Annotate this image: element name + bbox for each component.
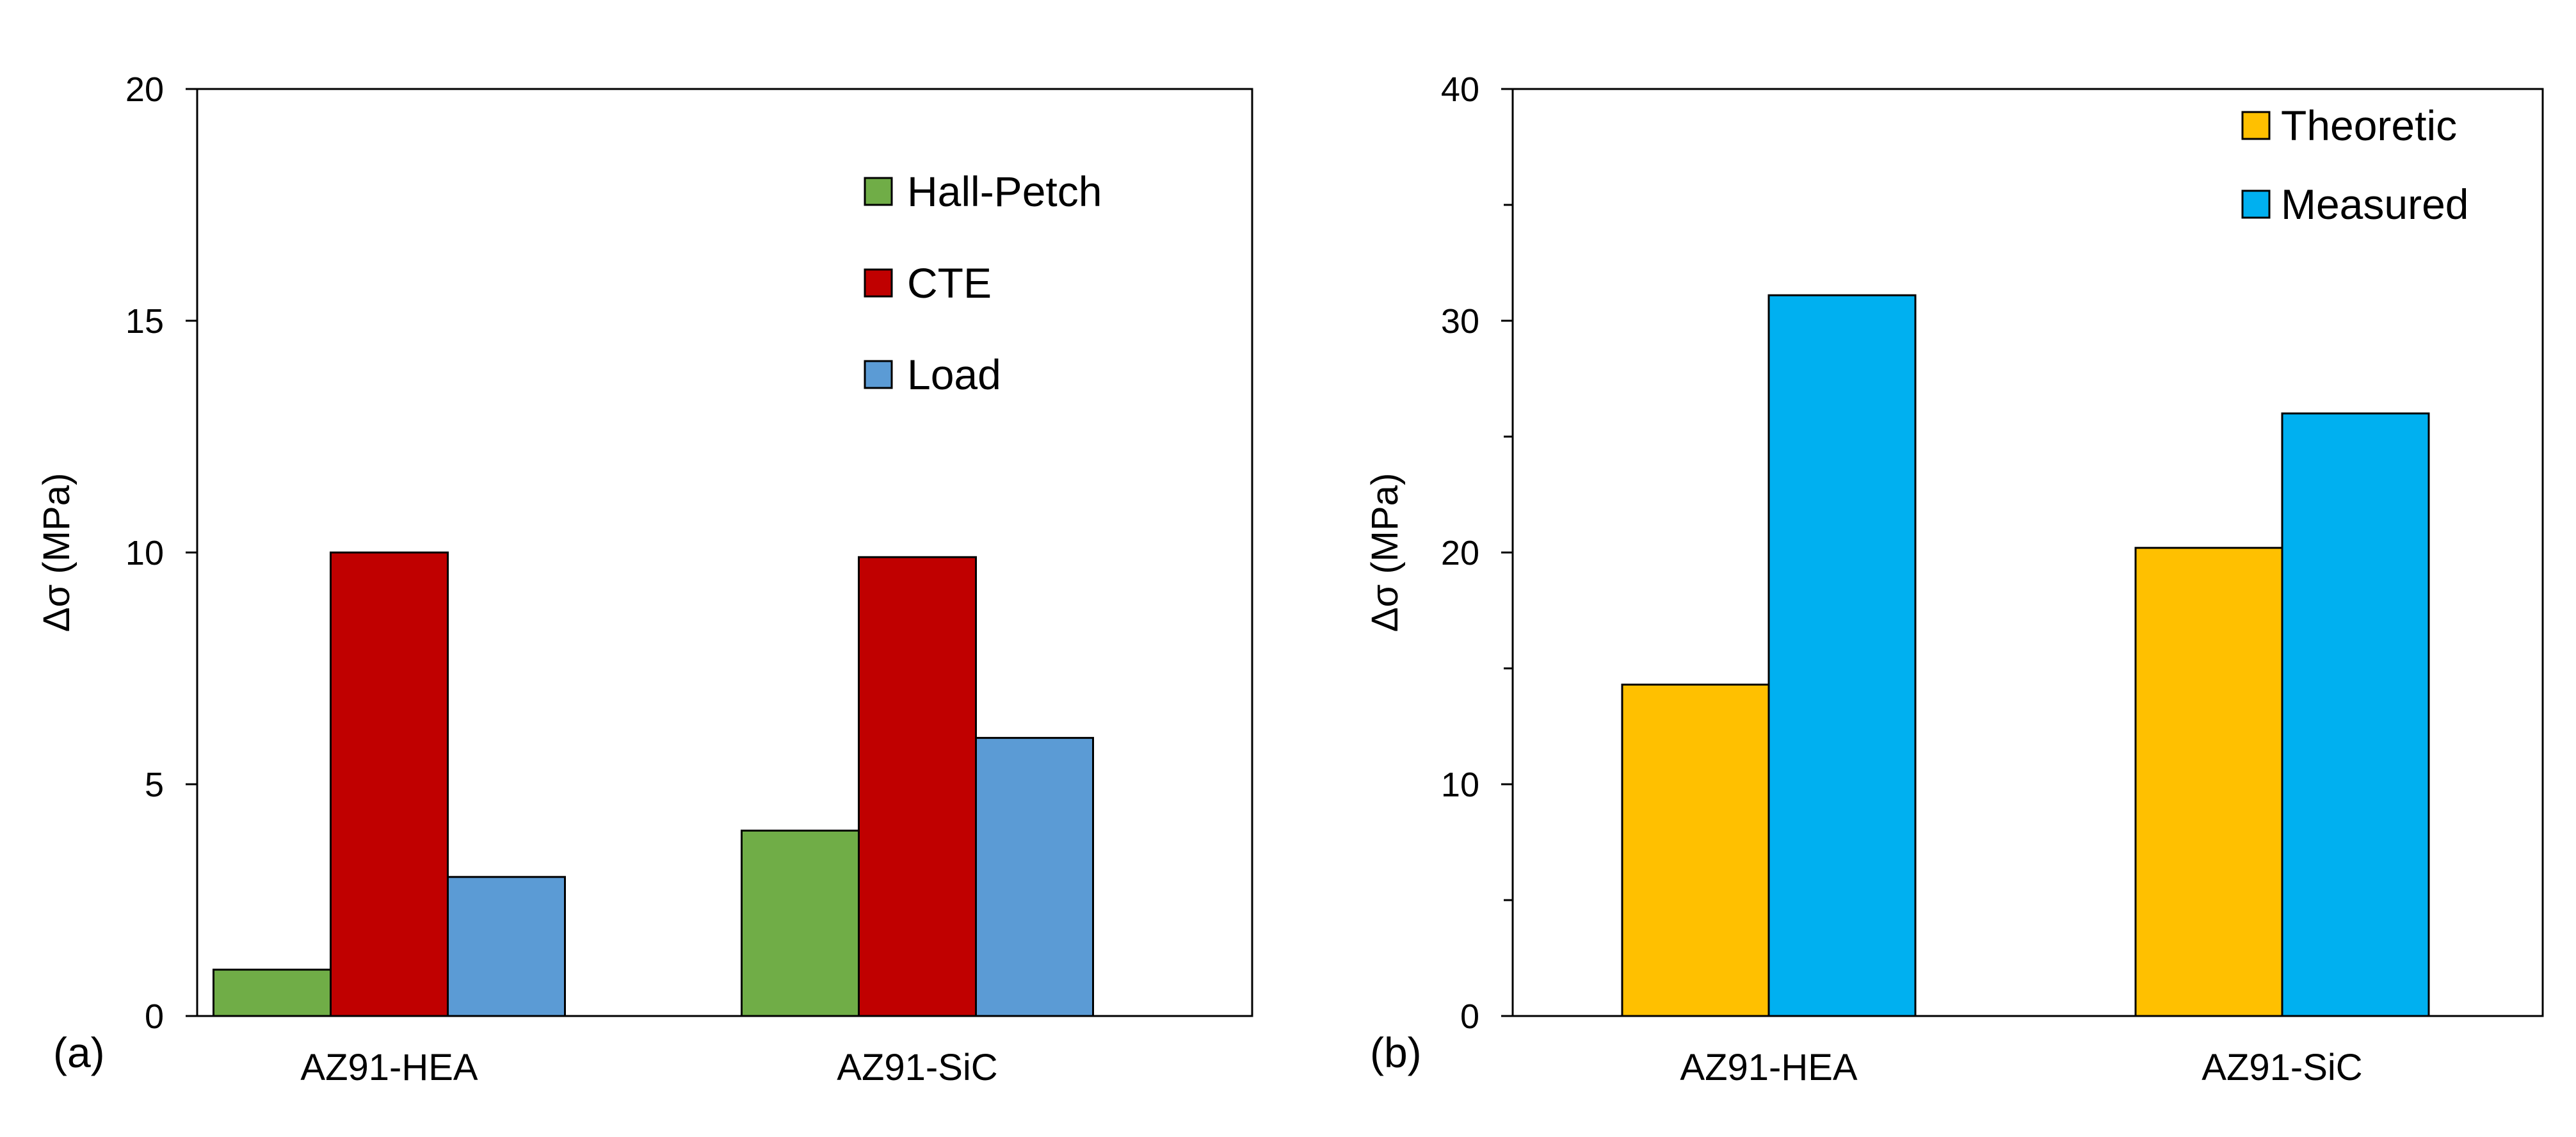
legend-swatch	[864, 268, 893, 298]
chart-b: 0 10 20 30 40 AZ91-HEA AZ91-SiC Δσ (MPa) (b) Theo…	[1364, 70, 2544, 1088]
legend-label: CTE	[907, 259, 992, 307]
legend-label: Hall-Petch	[907, 168, 1102, 215]
bar-hall-petch-az91-hea	[213, 969, 332, 1017]
legend: Hall-Petch CTE Load	[864, 168, 1102, 398]
y-tick-label: 15	[125, 302, 164, 341]
y-tick-label: 20	[125, 70, 164, 109]
bar-load-az91-sic	[975, 737, 1094, 1017]
bar-load-az91-hea	[447, 876, 566, 1017]
x-category-label: AZ91-HEA	[1680, 1047, 1858, 1088]
legend-swatch	[864, 360, 893, 389]
bar-theoretic-az91-hea	[1621, 683, 1770, 1017]
bar-theoretic-az91-sic	[2134, 547, 2283, 1017]
y-tick-label: 30	[1441, 302, 1479, 341]
legend: Theoretic Measured	[2241, 102, 2469, 228]
y-tick-label: 20	[1441, 534, 1479, 572]
y-tick-label: 5	[145, 766, 164, 804]
x-category-label: AZ91-HEA	[300, 1047, 478, 1088]
bar-measured-az91-sic	[2281, 412, 2430, 1017]
bar-cte-az91-sic	[858, 556, 977, 1017]
y-axis-title: Δσ (MPa)	[36, 473, 77, 633]
y-tick-label: 0	[145, 997, 164, 1036]
y-tick-label: 40	[1441, 70, 1479, 109]
legend-swatch	[864, 177, 893, 206]
legend-label: Load	[907, 351, 1001, 398]
x-category-label: AZ91-SiC	[2202, 1047, 2362, 1088]
panel-label: (b)	[1370, 1029, 1422, 1076]
legend-label: Measured	[2281, 181, 2469, 228]
legend-swatch	[2241, 111, 2271, 140]
y-tick-label: 10	[1441, 766, 1479, 804]
y-axis-title: Δσ (MPa)	[1364, 473, 1406, 633]
y-tick-label: 0	[1460, 997, 1479, 1036]
bar-cte-az91-hea	[330, 551, 449, 1017]
y-tick-label: 10	[125, 534, 164, 572]
bar-measured-az91-hea	[1767, 294, 1917, 1017]
x-category-label: AZ91-SiC	[837, 1047, 997, 1088]
chart-a: 0 5 10 15 20 AZ91-HEA AZ91-SiC Δσ (MPa) (a) Hall-…	[36, 70, 1253, 1088]
bar-hall-petch-az91-sic	[741, 829, 860, 1017]
panel-label: (a)	[53, 1029, 105, 1076]
legend-label: Theoretic	[2281, 102, 2457, 149]
legend-swatch	[2241, 190, 2271, 219]
